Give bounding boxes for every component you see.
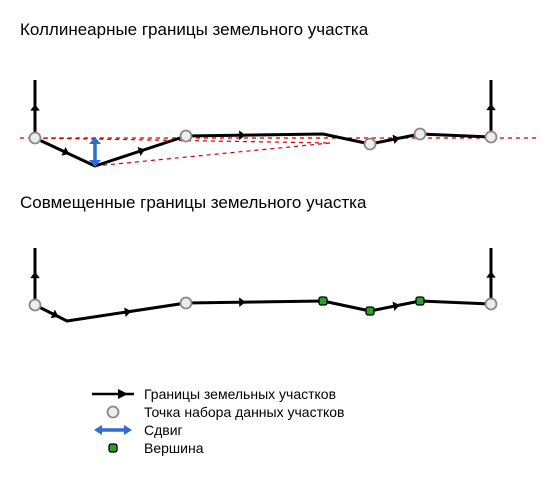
- section-collinear: Коллинеарные границы земельного участка: [20, 20, 539, 193]
- legend-label-point: Точка набора данных участков: [144, 404, 345, 420]
- shift-icon: [90, 422, 136, 438]
- title-collinear: Коллинеарные границы земельного участка: [20, 20, 539, 40]
- legend-label-vertex: Вершина: [144, 440, 203, 456]
- legend-label-boundary: Границы земельных участков: [144, 386, 336, 402]
- legend: Границы земельных участков Точка набора …: [90, 386, 539, 456]
- point-icon: [90, 405, 136, 419]
- section-combined: Совмещенные границы земельного участка: [20, 193, 539, 361]
- diagram-combined: [20, 221, 539, 356]
- diagram-collinear: [20, 48, 539, 188]
- legend-row-vertex: Вершина: [90, 440, 539, 456]
- title-combined: Совмещенные границы земельного участка: [20, 193, 539, 213]
- legend-row-point: Точка набора данных участков: [90, 404, 539, 420]
- legend-label-shift: Сдвиг: [144, 422, 183, 438]
- legend-row-boundary: Границы земельных участков: [90, 386, 539, 402]
- boundary-icon: [90, 387, 136, 401]
- vertex-icon: [90, 441, 136, 455]
- legend-row-shift: Сдвиг: [90, 422, 539, 438]
